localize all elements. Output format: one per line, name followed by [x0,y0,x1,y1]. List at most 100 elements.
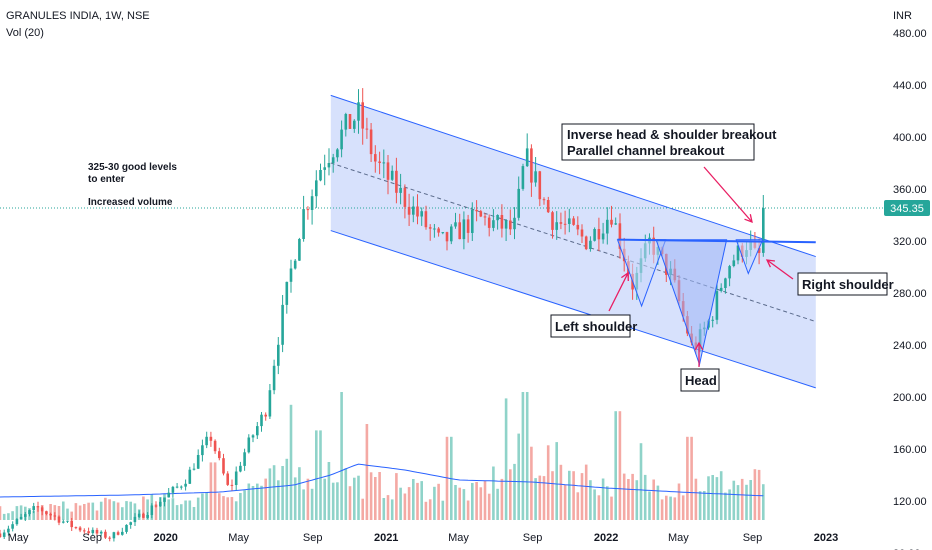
candle [15,518,19,526]
volume-bar [167,499,170,520]
candle-body [7,528,10,533]
candle [154,501,158,508]
candle-body [277,344,280,366]
volume-bar [606,486,609,520]
volume-bar [412,479,415,520]
candle-body [403,187,407,207]
note-line-2: to enter [88,174,125,185]
candle [513,207,516,240]
volume-bar [171,498,175,520]
breakout-annotation: Inverse head & shoulder breakout Paralle… [561,123,777,161]
candle-body [293,260,297,269]
candle [568,208,571,233]
candle [344,112,348,137]
volume-bar [365,424,369,520]
volume-bar [95,510,99,520]
candle-body [87,531,90,534]
candle-body [53,515,57,517]
volume-bar [500,478,504,520]
volume-bar [201,493,204,520]
candle [500,204,504,238]
volume-bar [344,468,348,520]
candle [2,529,6,539]
candle-body [205,436,208,446]
volume-bar [622,473,626,520]
x-tick-label: 2020 [153,532,177,544]
candle [95,527,99,537]
candle-body [298,239,301,261]
candle-body [19,516,23,520]
candle [28,509,31,517]
volume-bar [45,510,48,520]
candle-body [454,222,457,227]
volume-bar [154,504,158,520]
candle-body [348,114,352,129]
y-tick-label: 200.00 [893,392,927,404]
neckline [617,238,816,244]
y-tick-label: 360.00 [893,184,927,196]
candle-body [78,527,82,531]
volume-bar [163,493,166,520]
candle [201,439,204,462]
volume-bar [728,489,731,520]
candle [576,216,580,236]
arrow-shaft [766,259,794,280]
volume-bar [395,473,398,520]
candle-body [116,532,120,535]
candle [551,210,554,239]
candle [509,209,512,235]
candle-body [57,516,61,523]
volume-bar [0,506,2,520]
volume-bar [504,398,508,520]
volume-bar [466,500,470,520]
candle [610,205,613,228]
candle-body [62,521,65,523]
candle [116,530,120,536]
candle-body [218,451,221,459]
volume-bar [424,501,428,520]
candle-body [209,436,213,441]
volume-bar [91,502,95,520]
volume-bar [289,404,293,520]
candle [433,224,436,238]
candle [420,207,423,226]
volume-bar [382,498,386,520]
candle [424,205,428,230]
candle [555,211,558,240]
candle-body [137,513,141,517]
candle [711,316,714,328]
candle [538,170,542,207]
left-shoulder-annotation: Left shoulder [550,314,637,338]
candle-body [289,268,293,282]
candle [285,281,289,314]
volume-bar [125,501,128,520]
candle-body [45,511,48,514]
x-tick-label: Sep [523,532,543,544]
candle [471,202,474,241]
y-tick-label: 400.00 [893,132,927,144]
volume-bar [70,511,73,520]
candle [256,422,259,439]
candle-body [504,220,508,229]
candle-body [382,162,386,164]
candle [618,213,622,259]
arrows-layer [608,166,794,367]
y-tick-label: 120.00 [893,496,927,508]
candle-body [399,187,402,193]
candle-body [302,209,305,239]
candle-body [479,211,483,217]
candle-body [256,426,259,436]
head-arrow [694,341,704,367]
candle [504,219,508,241]
volume-bar [74,503,78,520]
volume-bar [745,484,748,520]
candle-body [49,513,52,516]
x-tick-label: 2021 [374,532,398,544]
candle [323,154,326,186]
candle-body [361,102,364,129]
candle [19,513,23,520]
candle-body [437,228,440,233]
candle-body [251,435,255,438]
candle [209,431,213,447]
candle [243,448,246,471]
